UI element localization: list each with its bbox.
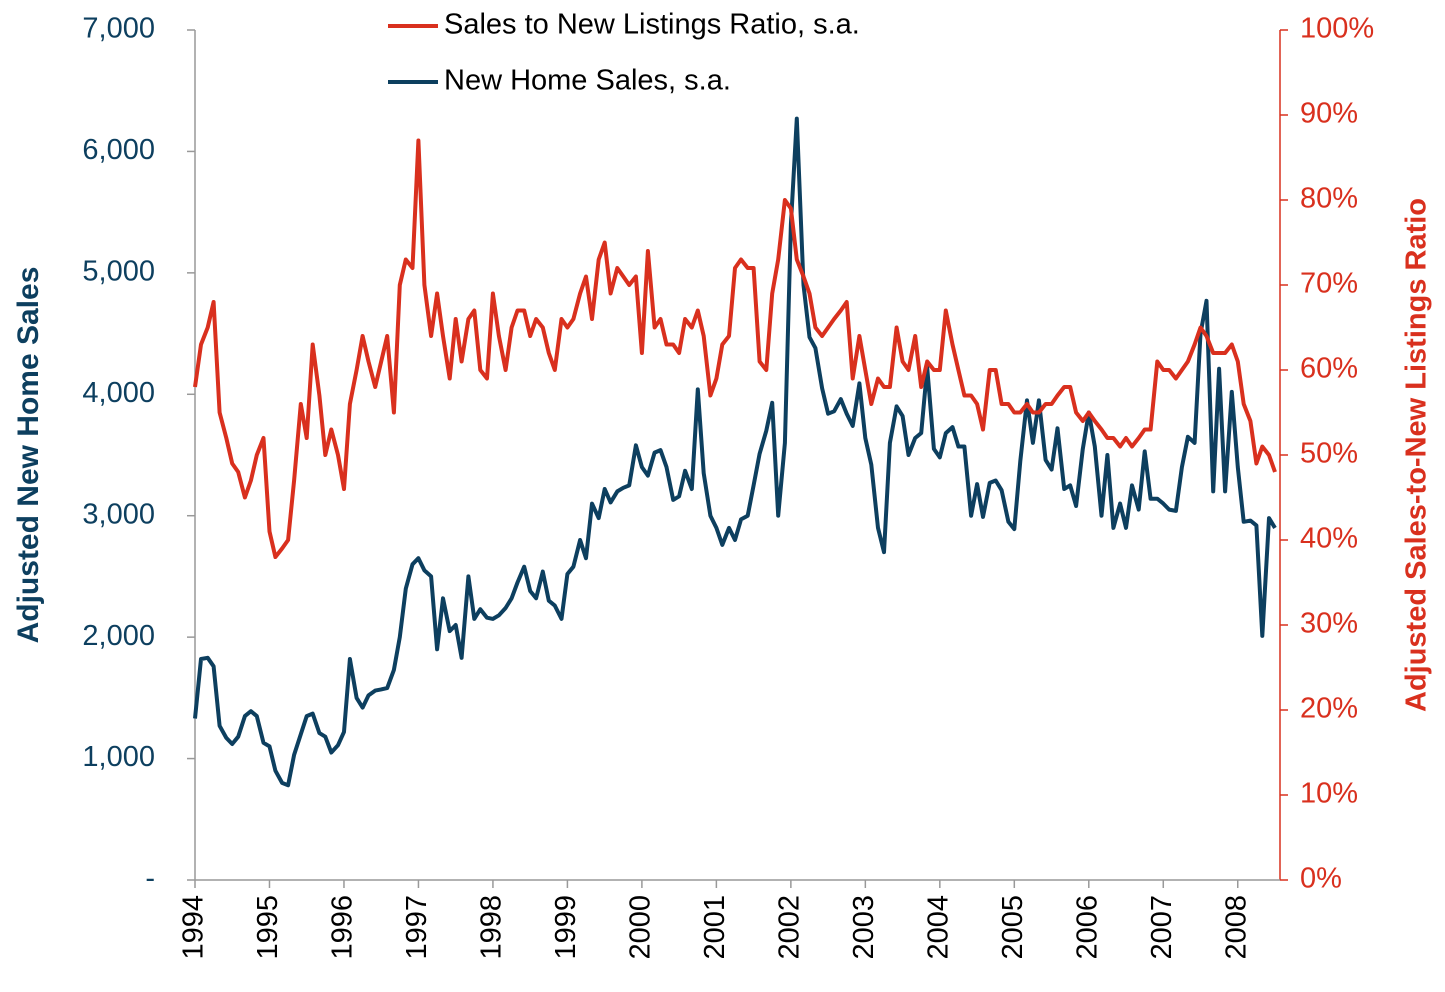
y2-tick-label: 70% [1300, 268, 1358, 300]
x-tick-label: 2004 [922, 895, 954, 960]
legend-label: Sales to New Listings Ratio, s.a. [444, 9, 860, 41]
x-tick-label: 1995 [252, 895, 284, 960]
x-tick-label: 2007 [1146, 895, 1178, 960]
series-line [193, 138, 1277, 559]
x-tick-label: 1997 [401, 895, 433, 960]
y-tick-label: 1,000 [82, 741, 155, 773]
x-tick-label: 2002 [774, 895, 806, 960]
x-tick-label: 2006 [1071, 895, 1103, 960]
y2-tick-label: 90% [1300, 98, 1358, 130]
y2-tick-label: 40% [1300, 523, 1358, 555]
x-tick-label: 1999 [550, 895, 582, 960]
y-tick-label: 7,000 [82, 13, 155, 45]
legend-label: New Home Sales, s.a. [444, 65, 731, 97]
y-tick-label: 2,000 [82, 620, 155, 652]
y2-tick-label: 60% [1300, 353, 1358, 385]
x-tick-label: 2003 [848, 895, 880, 960]
y2-tick-label: 20% [1300, 693, 1358, 725]
y2-tick-label: 80% [1300, 183, 1358, 215]
x-tick-label: 2008 [1220, 895, 1252, 960]
x-tick-label: 1998 [476, 895, 508, 960]
x-tick-label: 1996 [327, 895, 359, 960]
y2-tick-label: 100% [1300, 13, 1374, 45]
y2-axis-title: Adjusted Sales-to-New Listings Ratio [1401, 198, 1433, 712]
y-tick-label: 3,000 [82, 498, 155, 530]
x-tick-label: 2005 [997, 895, 1029, 960]
x-tick-label: 2001 [699, 895, 731, 960]
x-tick-label: 2000 [625, 895, 657, 960]
y-tick-label: 6,000 [82, 134, 155, 166]
y-tick-label: - [145, 863, 155, 895]
x-tick-label: 1994 [178, 895, 210, 960]
y2-tick-label: 10% [1300, 778, 1358, 810]
y2-tick-label: 30% [1300, 608, 1358, 640]
y2-tick-label: 0% [1300, 863, 1342, 895]
y-axis-title: Adjusted New Home Sales [12, 267, 45, 644]
y2-tick-label: 50% [1300, 438, 1358, 470]
y-tick-label: 5,000 [82, 256, 155, 288]
series-line [193, 116, 1277, 788]
y-tick-label: 4,000 [82, 377, 155, 409]
